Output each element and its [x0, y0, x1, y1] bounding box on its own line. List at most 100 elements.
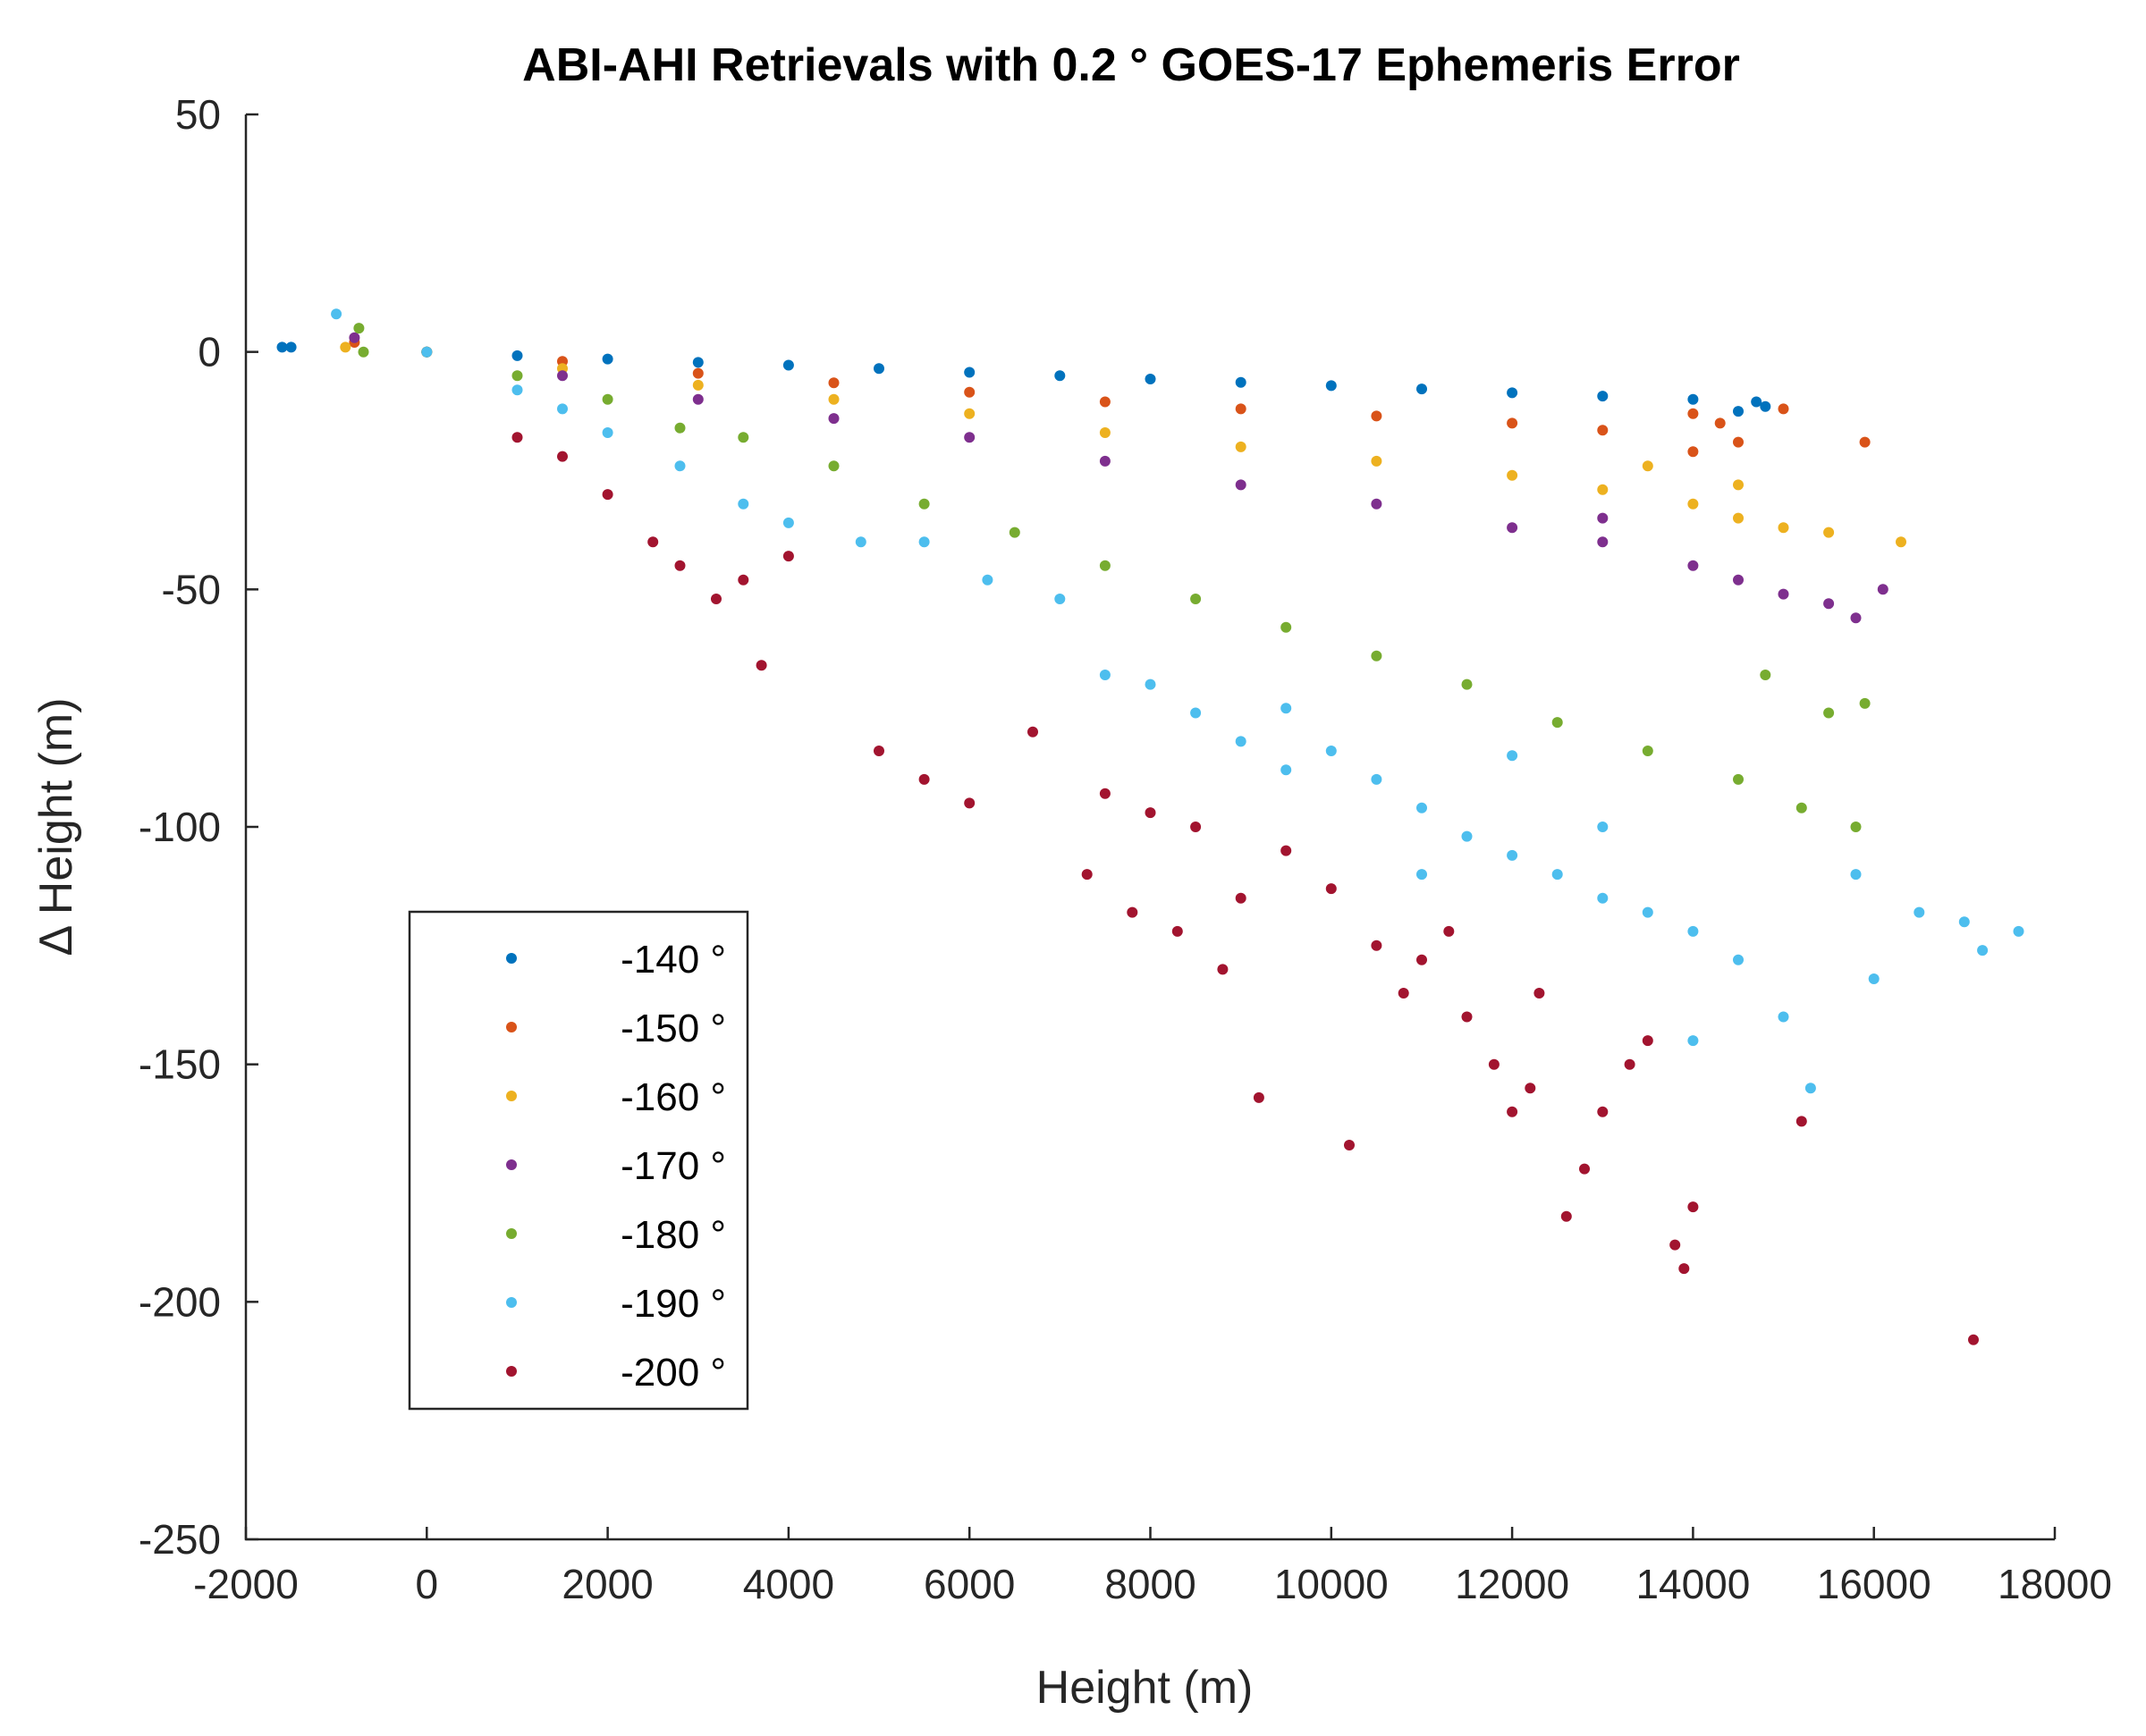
data-point: [874, 746, 884, 756]
data-point: [1687, 1201, 1699, 1213]
data-point: [1859, 697, 1871, 709]
x-tick-label: 16000: [1817, 1561, 1931, 1607]
data-point: [1507, 469, 1518, 481]
data-point: [1099, 455, 1111, 467]
series-group: [340, 341, 1906, 548]
data-point: [828, 377, 840, 389]
data-point: [674, 422, 686, 434]
data-point: [1190, 822, 1202, 832]
legend-label: -140 °: [621, 938, 726, 982]
x-tick-label: 18000: [1998, 1561, 2112, 1607]
data-point: [982, 574, 993, 586]
data-point: [1760, 670, 1771, 680]
data-point: [1597, 391, 1609, 402]
data-point: [1325, 746, 1337, 756]
data-point: [1642, 1035, 1653, 1047]
data-point: [1642, 746, 1653, 756]
data-point: [331, 308, 342, 320]
legend: -140 ° -150 ° -160 ° -170 ° -180 ° -190 ° -200…: [408, 910, 749, 1411]
data-point: [602, 489, 613, 501]
x-tick-label: 0: [416, 1561, 439, 1607]
data-point: [557, 451, 568, 462]
data-point: [340, 341, 351, 353]
data-point: [1280, 764, 1292, 776]
data-point: [1325, 883, 1337, 895]
data-point: [1778, 588, 1789, 600]
data-point: [1235, 376, 1246, 388]
legend-box: [408, 910, 749, 1411]
y-tick-label: 0: [198, 329, 221, 375]
data-point: [1597, 892, 1609, 904]
data-point: [1416, 802, 1427, 813]
data-point: [1597, 536, 1609, 548]
legend-marker: [506, 1366, 517, 1377]
legend-marker: [506, 953, 517, 964]
x-tick-label: 10000: [1274, 1561, 1389, 1607]
data-point: [1416, 954, 1427, 965]
data-point: [1850, 869, 1862, 881]
x-axis-label: Height (m): [1036, 1662, 1254, 1714]
data-point: [511, 384, 523, 396]
data-point: [1733, 479, 1744, 491]
x-tick-label: -2000: [193, 1561, 299, 1607]
data-point: [964, 432, 976, 443]
data-point: [1560, 1210, 1572, 1222]
data-point: [1687, 393, 1699, 405]
data-point: [1190, 707, 1202, 719]
data-point: [1027, 726, 1038, 737]
data-point: [828, 393, 840, 405]
data-point: [358, 346, 369, 358]
x-tick-label: 4000: [743, 1561, 834, 1607]
data-point: [1687, 925, 1699, 937]
legend-label: -180 °: [621, 1213, 726, 1257]
data-point: [1597, 1106, 1609, 1117]
data-point: [1687, 446, 1699, 458]
data-point: [674, 560, 686, 571]
data-point: [1507, 750, 1518, 762]
data-point: [1171, 925, 1183, 937]
data-point: [2013, 925, 2024, 937]
data-point: [1687, 1035, 1699, 1047]
data-point: [602, 427, 613, 438]
data-point: [1127, 906, 1138, 918]
legend-label: -190 °: [621, 1282, 726, 1326]
data-point: [511, 370, 523, 382]
data-point: [1081, 869, 1093, 881]
legend-label: -160 °: [621, 1075, 726, 1119]
data-point: [1099, 396, 1111, 408]
x-tick-label: 6000: [924, 1561, 1015, 1607]
data-point: [1751, 396, 1762, 408]
legend-items: -140 ° -150 ° -160 ° -170 ° -180 ° -190 ° -200…: [506, 938, 726, 1395]
data-point: [1597, 425, 1609, 436]
data-point: [1958, 916, 1970, 928]
data-point: [692, 357, 704, 368]
data-point: [557, 403, 568, 415]
data-point: [1597, 484, 1609, 495]
data-point: [602, 393, 613, 405]
series-group: [353, 323, 1871, 832]
data-point: [1099, 427, 1111, 438]
data-point: [1795, 1116, 1807, 1127]
data-point: [874, 363, 884, 375]
data-point: [1968, 1334, 1979, 1345]
x-tick-label: 12000: [1455, 1561, 1569, 1607]
data-point: [756, 660, 767, 671]
data-point: [1371, 410, 1382, 422]
y-tick-label: -200: [139, 1278, 221, 1325]
y-tick-label: 50: [175, 91, 221, 138]
series-group: [511, 432, 1979, 1345]
data-point: [1217, 964, 1229, 975]
data-point: [692, 367, 704, 379]
data-point: [1507, 387, 1518, 399]
data-point: [692, 379, 704, 391]
data-point: [1009, 527, 1020, 538]
data-point: [1416, 869, 1427, 881]
data-point: [1533, 988, 1545, 999]
data-point: [711, 594, 722, 604]
data-point: [1760, 400, 1771, 412]
data-point: [1325, 380, 1337, 392]
data-point: [1190, 594, 1202, 604]
data-point: [1398, 988, 1409, 999]
data-point: [1896, 536, 1906, 548]
